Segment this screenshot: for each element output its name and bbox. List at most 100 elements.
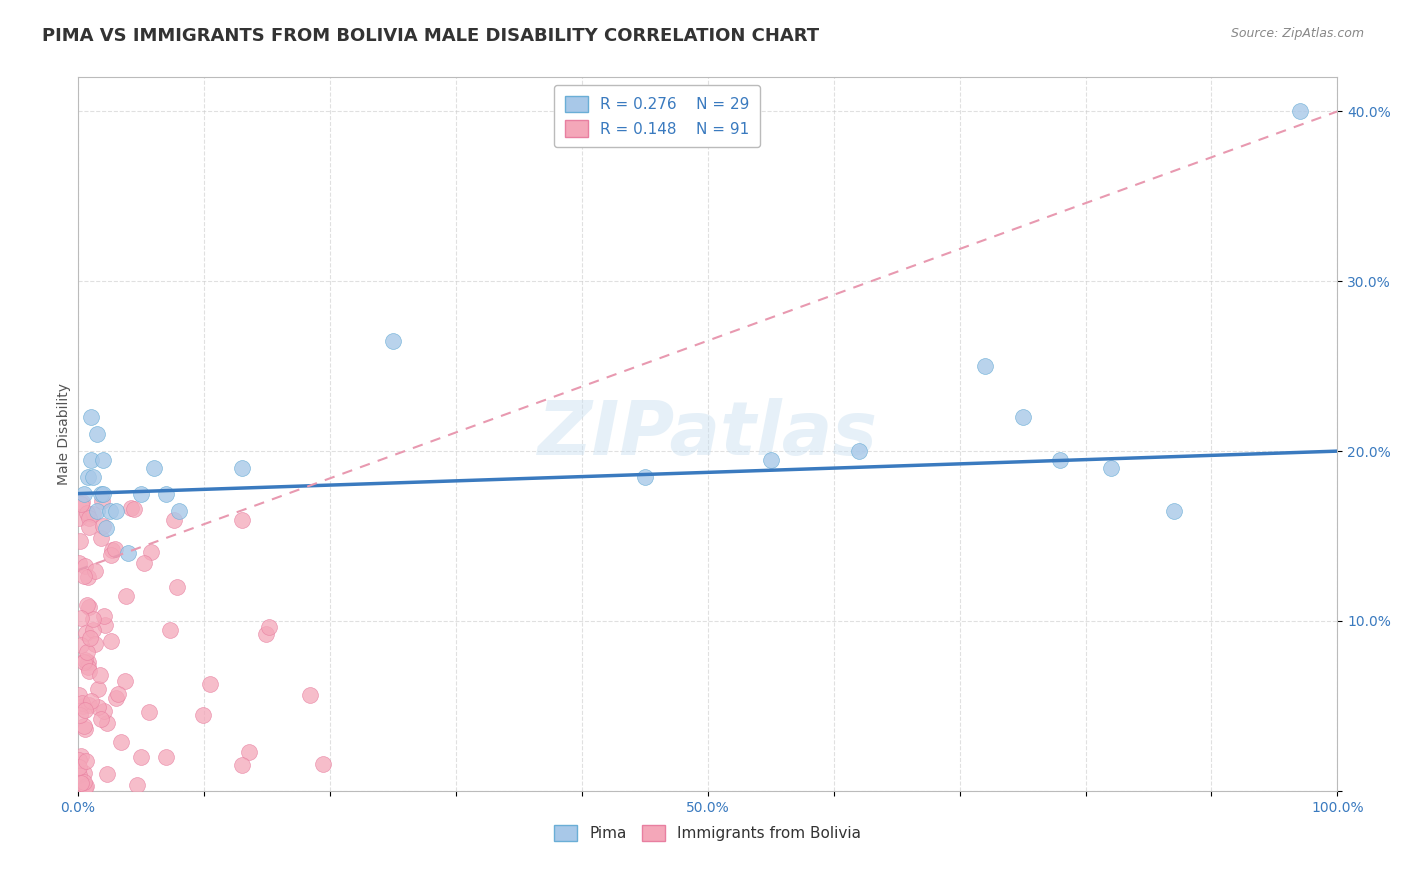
Text: Source: ZipAtlas.com: Source: ZipAtlas.com <box>1230 27 1364 40</box>
Point <box>80 694 103 708</box>
Point <box>96 766 118 780</box>
Point <box>167 503 190 517</box>
Point <box>75 626 97 640</box>
Point <box>70 775 93 789</box>
Point <box>94 520 117 534</box>
Point <box>231 461 253 475</box>
Point <box>163 514 186 528</box>
Point <box>73 486 96 500</box>
Point <box>76 598 98 612</box>
Point <box>79 632 101 646</box>
Point <box>122 502 145 516</box>
Point <box>89 668 111 682</box>
Point <box>117 546 139 560</box>
Point <box>70 749 93 764</box>
Point <box>634 469 657 483</box>
Point <box>73 569 96 583</box>
Point <box>231 512 253 526</box>
Point <box>132 556 155 570</box>
Point <box>77 600 100 615</box>
Point <box>155 486 177 500</box>
Point <box>159 624 181 638</box>
Point <box>70 497 93 511</box>
Point <box>75 780 97 794</box>
Point <box>98 503 121 517</box>
Point <box>82 508 104 522</box>
Point <box>69 707 91 722</box>
Point <box>77 520 100 534</box>
Point <box>93 618 115 632</box>
Point <box>166 580 188 594</box>
Text: ZIPatlas: ZIPatlas <box>537 398 877 471</box>
Point <box>79 698 101 712</box>
Legend: R = 0.276    N = 29, R = 0.148    N = 91: R = 0.276 N = 29, R = 0.148 N = 91 <box>554 85 761 147</box>
Point <box>76 655 98 669</box>
Point <box>67 688 90 702</box>
Point <box>101 543 124 558</box>
Point <box>114 673 136 688</box>
Point <box>238 745 260 759</box>
Point <box>120 500 142 515</box>
Point <box>93 705 115 719</box>
Point <box>114 589 136 603</box>
Point <box>75 754 97 768</box>
Point <box>100 634 122 648</box>
Point <box>110 735 132 749</box>
Point <box>77 664 100 678</box>
Point <box>70 611 93 625</box>
Point <box>90 493 112 508</box>
Point <box>67 767 90 781</box>
Point <box>100 548 122 562</box>
Point <box>139 545 162 559</box>
Point <box>848 444 870 458</box>
Point <box>86 427 108 442</box>
Point <box>198 677 221 691</box>
Point <box>129 750 152 764</box>
Point <box>82 623 104 637</box>
Point <box>76 645 98 659</box>
Point <box>104 503 127 517</box>
Point <box>298 688 321 702</box>
Point <box>77 511 100 525</box>
Point <box>77 469 100 483</box>
Point <box>70 495 93 509</box>
Point <box>91 486 114 500</box>
Point <box>86 503 108 517</box>
Point <box>77 569 100 583</box>
Y-axis label: Male Disability: Male Disability <box>58 384 72 485</box>
Point <box>73 765 96 780</box>
Point <box>84 564 107 578</box>
Point <box>73 718 96 732</box>
Point <box>72 699 94 714</box>
Point <box>83 637 105 651</box>
Point <box>93 608 115 623</box>
Point <box>70 696 93 710</box>
Point <box>90 532 112 546</box>
Point <box>91 452 114 467</box>
Point <box>73 775 96 789</box>
Point <box>73 722 96 736</box>
Point <box>191 708 214 723</box>
Point <box>759 452 782 467</box>
Point <box>73 780 96 795</box>
Point <box>231 758 253 772</box>
Point <box>82 469 104 483</box>
Point <box>105 690 128 705</box>
Point <box>75 653 97 667</box>
Point <box>82 612 104 626</box>
Point <box>1049 452 1071 467</box>
Point <box>254 626 277 640</box>
Point <box>90 486 112 500</box>
Point <box>86 682 108 697</box>
Point <box>73 655 96 669</box>
Point <box>381 334 404 348</box>
Point <box>125 778 148 792</box>
Point <box>91 518 114 533</box>
Point <box>1011 410 1033 425</box>
Point <box>86 700 108 714</box>
Point <box>80 452 103 467</box>
Point <box>90 712 112 726</box>
Point <box>69 534 91 549</box>
Point <box>312 756 335 771</box>
Text: PIMA VS IMMIGRANTS FROM BOLIVIA MALE DISABILITY CORRELATION CHART: PIMA VS IMMIGRANTS FROM BOLIVIA MALE DIS… <box>42 27 820 45</box>
